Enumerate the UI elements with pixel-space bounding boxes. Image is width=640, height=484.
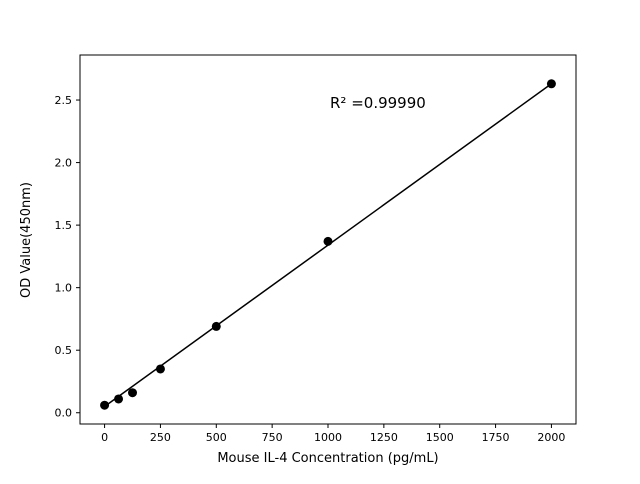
- x-tick-label: 500: [206, 431, 227, 444]
- data-point: [323, 236, 333, 246]
- data-point: [114, 394, 124, 404]
- plot-dynamic-layer: 0 250 500 750 1000 1250 1500 1750 2000 0.0 0.5 1.0 1…: [55, 54, 577, 444]
- y-axis-label: OD Value(450nm): [19, 182, 34, 298]
- data-point: [546, 79, 556, 89]
- y-tick-label: 1.5: [55, 219, 73, 232]
- y-tick-label: 0.5: [55, 344, 73, 357]
- r-squared-annotation: R² =0.99990: [330, 94, 426, 112]
- x-tick-label: 1250: [370, 431, 398, 444]
- x-tick-label: 250: [150, 431, 171, 444]
- x-tick-label: 1000: [314, 431, 342, 444]
- data-point: [128, 388, 138, 398]
- x-tick-label: 750: [262, 431, 283, 444]
- x-tick-label: 1500: [426, 431, 454, 444]
- y-tick-label: 2.0: [55, 157, 73, 170]
- y-tick-label: 1.0: [55, 282, 73, 295]
- data-point: [211, 321, 221, 331]
- x-tick-label: 1750: [482, 431, 510, 444]
- data-point: [155, 364, 165, 374]
- y-tick-label: 0.0: [55, 407, 73, 420]
- x-tick-label: 2000: [537, 431, 565, 444]
- y-tick-label: 2.5: [55, 94, 73, 107]
- data-point: [100, 400, 110, 410]
- x-axis-label: Mouse IL-4 Concentration (pg/mL): [217, 451, 438, 466]
- x-tick-label: 0: [101, 431, 108, 444]
